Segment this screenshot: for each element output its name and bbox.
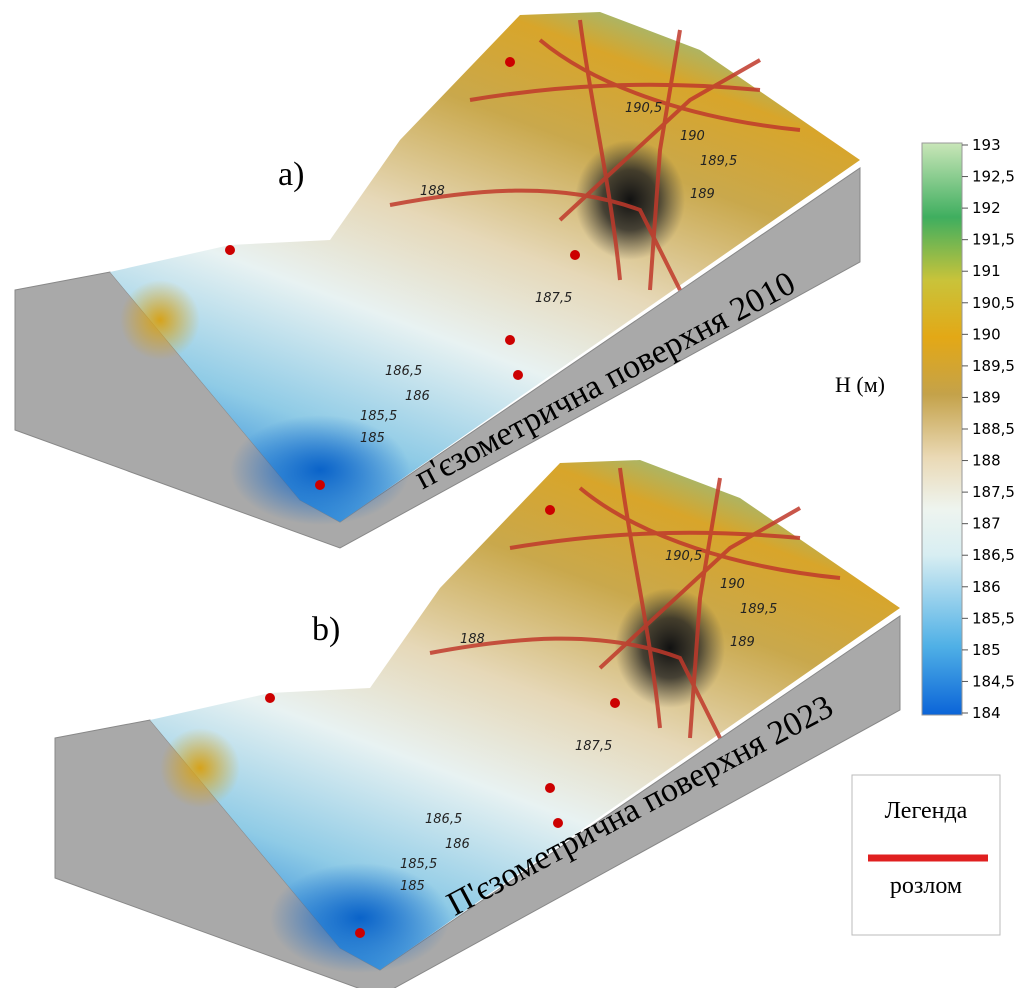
colorbar-tick-label: 187 bbox=[972, 515, 1001, 533]
figure: H (м) Легенда розлом a)п'єзометрична пов… bbox=[0, 0, 1023, 988]
panel-label: a) bbox=[278, 156, 304, 193]
contour-label: 190,5 bbox=[625, 101, 662, 116]
contour-label: 188 bbox=[420, 184, 445, 199]
colorbar bbox=[922, 143, 962, 715]
contour-label: 189,5 bbox=[700, 154, 737, 169]
contour-label: 190 bbox=[720, 577, 745, 592]
colorbar-tick-label: 191,5 bbox=[972, 231, 1015, 249]
colorbar-tick-label: 187,5 bbox=[972, 483, 1015, 501]
colorbar-tick-label: 186,5 bbox=[972, 546, 1015, 564]
panel-label: b) bbox=[312, 611, 340, 648]
contour-label: 185,5 bbox=[360, 409, 397, 424]
colorbar-tick-label: 189,5 bbox=[972, 357, 1015, 375]
contour-label: 190 bbox=[680, 129, 705, 144]
contour-label: 185 bbox=[360, 431, 385, 446]
contour-label: 188 bbox=[460, 632, 485, 647]
contour-label: 189 bbox=[730, 635, 755, 650]
colorbar-tick-label: 192,5 bbox=[972, 168, 1015, 186]
contour-label: 186 bbox=[445, 837, 470, 852]
colorbar-tick-label: 184 bbox=[972, 704, 1001, 722]
contour-label: 189 bbox=[690, 187, 715, 202]
contour-label: 186,5 bbox=[425, 812, 462, 827]
colorbar-tick-label: 185 bbox=[972, 641, 1001, 659]
contour-label: 186,5 bbox=[385, 364, 422, 379]
contour-label: 189,5 bbox=[740, 602, 777, 617]
colorbar-tick-label: 191 bbox=[972, 262, 1001, 280]
contour-label: 187,5 bbox=[575, 739, 612, 754]
colorbar-tick-label: 189 bbox=[972, 388, 1001, 406]
colorbar-tick-label: 190 bbox=[972, 325, 1001, 343]
contour-label: 185,5 bbox=[400, 857, 437, 872]
colorbar-tick-label: 188,5 bbox=[972, 420, 1015, 438]
colorbar-tick-label: 193 bbox=[972, 136, 1001, 154]
colorbar-tick-label: 186 bbox=[972, 578, 1001, 596]
colorbar-tick-label: 192 bbox=[972, 199, 1001, 217]
colorbar-tick-label: 184,5 bbox=[972, 672, 1015, 690]
colorbar-tick-label: 190,5 bbox=[972, 294, 1015, 312]
legend-title: Легенда bbox=[885, 798, 968, 824]
contour-label: 187,5 bbox=[535, 291, 572, 306]
contour-label: 186 bbox=[405, 389, 430, 404]
contour-label: 185 bbox=[400, 879, 425, 894]
contour-label: 190,5 bbox=[665, 549, 702, 564]
colorbar-title: H (м) bbox=[835, 372, 885, 397]
colorbar-tick-label: 185,5 bbox=[972, 609, 1015, 627]
legend-item: розлом bbox=[890, 873, 962, 899]
colorbar-tick-label: 188 bbox=[972, 452, 1001, 470]
